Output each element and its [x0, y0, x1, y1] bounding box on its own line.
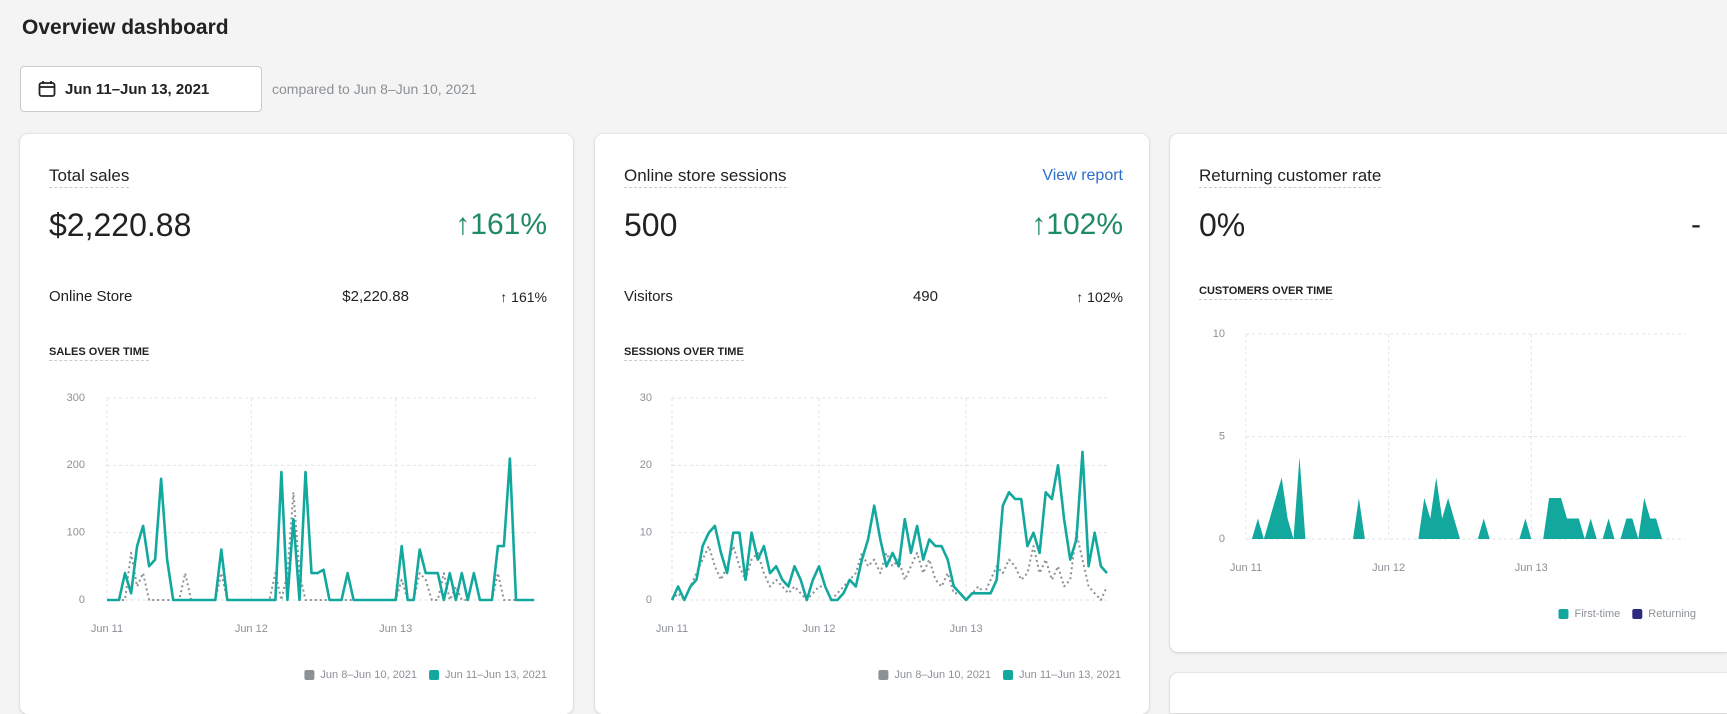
- legend-label: Jun 8–Jun 10, 2021: [320, 669, 417, 681]
- y-tick-label: 30: [640, 392, 652, 404]
- legend-swatch: [304, 670, 315, 680]
- legend-swatch: [878, 670, 889, 680]
- y-tick-label: 200: [67, 459, 85, 471]
- legend-swatch: [1003, 670, 1014, 680]
- calendar-icon: [38, 81, 56, 97]
- y-tick-label: 20: [640, 459, 652, 471]
- date-picker[interactable]: Jun 11–Jun 13, 2021: [20, 66, 262, 112]
- chart: 0 100 200 300 Jun 11 Jun 12 Jun 13 Jun 11–Jun 1…: [67, 392, 547, 681]
- y-tick-label: 0: [646, 594, 652, 606]
- card-change: ↑102%: [1031, 208, 1123, 241]
- y-tick-label: 5: [1219, 430, 1225, 442]
- card: Online store sessions View report 500 ↑1…: [595, 134, 1149, 714]
- legend-label: Jun 8–Jun 10, 2021: [894, 669, 991, 681]
- line: [671, 531, 1108, 601]
- card: Total sales $2,220.88 ↑161% Online Store…: [20, 134, 573, 714]
- breakdown-change: ↑ 161%: [500, 289, 547, 305]
- breakdown-label: Online Store: [49, 288, 133, 305]
- card-value: 0%: [1199, 207, 1246, 243]
- x-tick-label: Jun 13: [950, 623, 983, 635]
- card-change: ↑161%: [455, 208, 547, 241]
- legend-swatch: [1558, 609, 1569, 619]
- chart: 0 5 10 Jun 11 Jun 12 Jun 13 Returning First-tim…: [1213, 328, 1696, 620]
- x-tick-label: Jun 11: [1230, 562, 1262, 574]
- x-tick-label: Jun 12: [235, 623, 268, 635]
- legend-swatch: [1632, 609, 1643, 619]
- card-value: $2,220.88: [49, 207, 192, 243]
- x-tick-label: Jun 13: [1515, 562, 1548, 574]
- y-tick-label: 300: [67, 392, 85, 404]
- card-title: Online store sessions: [624, 165, 787, 188]
- y-tick-label: 10: [1213, 328, 1225, 340]
- card: [1170, 673, 1727, 713]
- x-tick-label: Jun 12: [803, 623, 836, 635]
- chart: 0 10 20 30 Jun 11 Jun 12 Jun 13 Jun 11–Jun 13, …: [640, 392, 1121, 681]
- date-range: Jun 11–Jun 13, 2021: [65, 81, 210, 98]
- area: [1246, 457, 1668, 539]
- x-tick-label: Jun 12: [1372, 562, 1405, 574]
- legend-swatch: [429, 670, 440, 680]
- y-tick-label: 0: [1219, 533, 1225, 545]
- chart-title: SALES OVER TIME: [49, 344, 150, 361]
- card: Returning customer rate 0% - CUSTOMERS O…: [1170, 134, 1727, 652]
- breakdown-value: $2,220.88: [342, 288, 409, 305]
- y-tick-label: 10: [640, 527, 652, 539]
- line: [107, 457, 534, 602]
- breakdown-label: Visitors: [624, 288, 673, 305]
- chart-title: SESSIONS OVER TIME: [624, 344, 744, 361]
- card-change: -: [1691, 208, 1701, 241]
- chart-title: CUSTOMERS OVER TIME: [1199, 283, 1333, 300]
- legend-label: Jun 11–Jun 13, 2021: [445, 669, 547, 681]
- legend-label: First-time: [1574, 608, 1620, 620]
- card-title: Total sales: [49, 165, 130, 188]
- x-tick-label: Jun 11: [656, 623, 688, 635]
- legend-label: Jun 11–Jun 13, 2021: [1019, 669, 1121, 681]
- x-tick-label: Jun 11: [91, 623, 123, 635]
- line: [670, 450, 1108, 602]
- view-report-link[interactable]: View report: [1042, 167, 1123, 184]
- x-tick-label: Jun 13: [379, 623, 412, 635]
- legend-label: Returning: [1648, 608, 1696, 620]
- card-title: Returning customer rate: [1199, 165, 1382, 188]
- page-title: Overview dashboard: [22, 16, 229, 39]
- breakdown-value: 490: [912, 288, 938, 305]
- card-value: 500: [624, 207, 678, 243]
- y-tick-label: 100: [67, 527, 85, 539]
- comparison-text: compared to Jun 8–Jun 10, 2021: [272, 81, 477, 97]
- y-tick-label: 0: [79, 594, 85, 606]
- breakdown-change: ↑ 102%: [1076, 289, 1123, 305]
